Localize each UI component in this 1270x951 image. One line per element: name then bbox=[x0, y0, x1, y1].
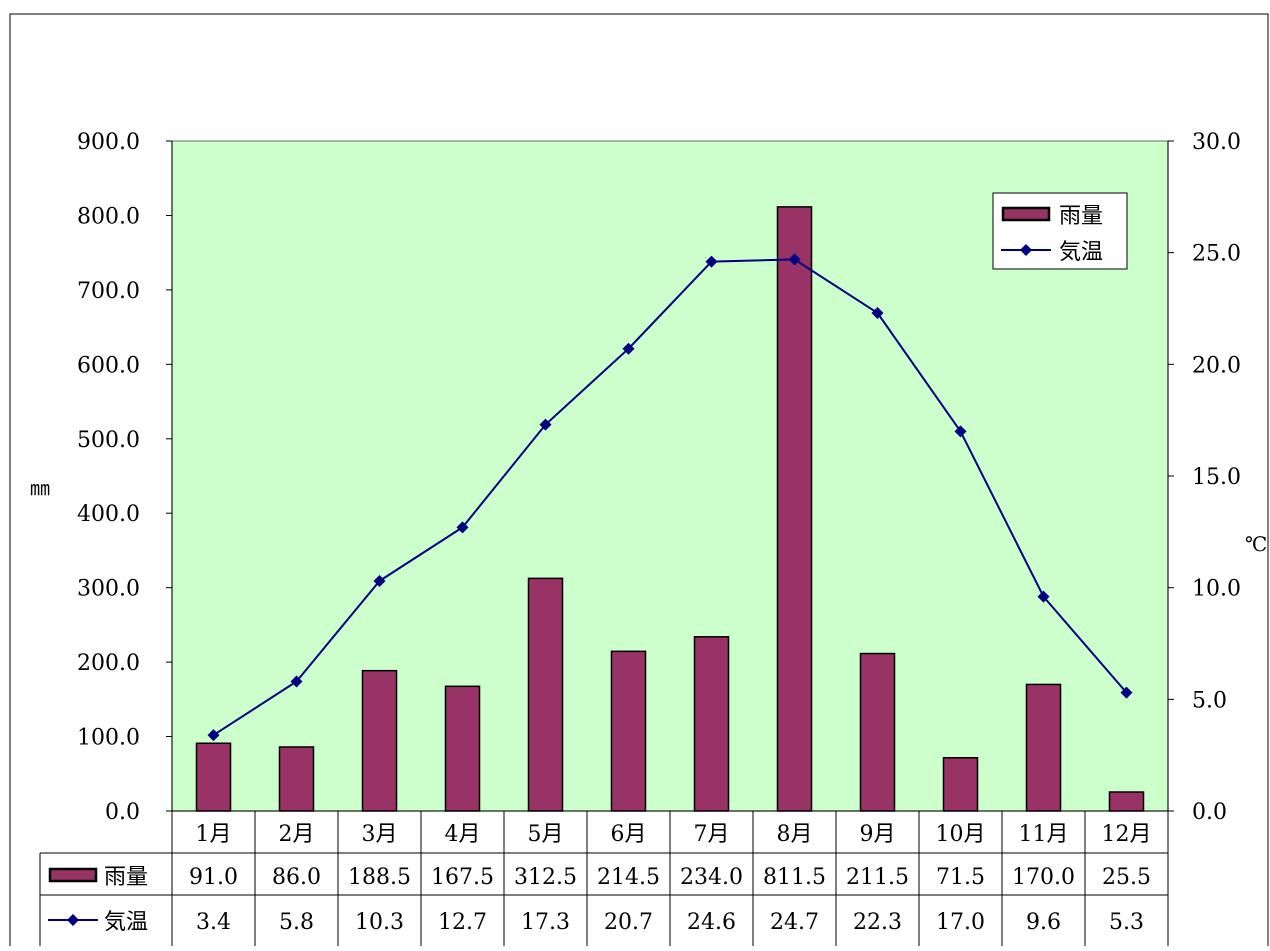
category-label: 1月 bbox=[196, 822, 232, 847]
temp-point bbox=[373, 574, 386, 587]
left-tick-label: 700.0 bbox=[77, 279, 140, 304]
left-tick-label: 400.0 bbox=[77, 502, 140, 527]
right-axis-title: ℃ bbox=[1245, 532, 1267, 556]
category-label: 7月 bbox=[694, 822, 730, 847]
temp-value-cell: 24.6 bbox=[687, 910, 736, 935]
temp-value-cell: 20.7 bbox=[604, 910, 653, 935]
legend-label-rain: 雨量 bbox=[1059, 204, 1103, 229]
temp-value-cell: 12.7 bbox=[438, 910, 487, 935]
temp-line bbox=[212, 258, 1128, 736]
rain-bar bbox=[1025, 683, 1062, 812]
right-tick-label: 10.0 bbox=[1192, 577, 1241, 602]
temp-point bbox=[871, 306, 884, 319]
right-tick-label: 15.0 bbox=[1192, 465, 1241, 490]
left-tick-label: 900.0 bbox=[77, 130, 140, 155]
temp-value-cell: 22.3 bbox=[853, 910, 902, 935]
category-label: 10月 bbox=[936, 822, 986, 847]
temp-point bbox=[539, 418, 552, 431]
rain-value-cell: 312.5 bbox=[514, 865, 577, 890]
left-tick-label: 100.0 bbox=[77, 726, 140, 751]
left-tick-label: 200.0 bbox=[77, 651, 140, 676]
category-label: 9月 bbox=[860, 822, 896, 847]
left-tick-label: 0.0 bbox=[105, 800, 140, 825]
temp-value-cell: 17.3 bbox=[521, 910, 570, 935]
rain-bar bbox=[859, 652, 896, 812]
temp-point bbox=[290, 675, 303, 688]
rain-bar bbox=[1108, 791, 1145, 812]
rain-value-cell: 25.5 bbox=[1102, 865, 1151, 890]
rain-value-cell: 188.5 bbox=[348, 865, 411, 890]
rain-value-cell: 167.5 bbox=[431, 865, 494, 890]
rain-value-cell: 91.0 bbox=[189, 865, 238, 890]
legend-label-temp: 気温 bbox=[1059, 240, 1103, 265]
temp-point bbox=[207, 729, 220, 742]
left-tick-label: 800.0 bbox=[77, 204, 140, 229]
temp-value-cell: 3.4 bbox=[196, 910, 231, 935]
table-swatch-rain bbox=[48, 867, 98, 883]
right-tick-label: 5.0 bbox=[1192, 688, 1227, 713]
left-tick-label: 300.0 bbox=[77, 577, 140, 602]
temp-value-cell: 17.0 bbox=[936, 910, 985, 935]
category-label: 6月 bbox=[611, 822, 647, 847]
category-label: 3月 bbox=[362, 822, 398, 847]
legend bbox=[992, 192, 1128, 270]
category-label: 8月 bbox=[777, 822, 813, 847]
legend-swatch-temp-marker bbox=[1020, 244, 1032, 256]
temp-value-cell: 9.6 bbox=[1026, 910, 1061, 935]
category-label: 5月 bbox=[528, 822, 564, 847]
category-label: 11月 bbox=[1019, 822, 1069, 847]
rain-bar bbox=[693, 636, 730, 812]
legend-swatch-rain bbox=[1001, 206, 1051, 222]
right-tick-label: 30.0 bbox=[1192, 130, 1241, 155]
rain-value-cell: 211.5 bbox=[846, 865, 909, 890]
temp-point bbox=[456, 521, 469, 534]
left-axis-title: ㎜ bbox=[30, 476, 50, 500]
temp-point bbox=[1037, 590, 1050, 603]
temp-point bbox=[705, 255, 718, 268]
rain-bar bbox=[610, 650, 647, 812]
temp-value-cell: 5.8 bbox=[279, 910, 314, 935]
table-row-label-rain: 雨量 bbox=[104, 865, 148, 890]
rain-bar bbox=[444, 685, 481, 812]
rain-bar bbox=[278, 746, 315, 812]
right-tick-label: 0.0 bbox=[1192, 800, 1227, 825]
left-tick-label: 600.0 bbox=[77, 353, 140, 378]
temp-value-cell: 10.3 bbox=[355, 910, 404, 935]
rain-value-cell: 170.0 bbox=[1012, 865, 1075, 890]
left-tick-label: 500.0 bbox=[77, 428, 140, 453]
rain-bar bbox=[195, 742, 232, 812]
temp-value-cell: 24.7 bbox=[770, 910, 819, 935]
temp-point bbox=[954, 425, 967, 438]
temp-point bbox=[788, 253, 801, 266]
category-label: 4月 bbox=[445, 822, 481, 847]
rain-value-cell: 214.5 bbox=[597, 865, 660, 890]
table-row-label-temp: 気温 bbox=[104, 910, 148, 935]
table-swatch-temp-marker bbox=[67, 914, 79, 926]
category-label: 2月 bbox=[279, 822, 315, 847]
temp-value-cell: 5.3 bbox=[1109, 910, 1144, 935]
rain-bar bbox=[942, 757, 979, 812]
rain-value-cell: 234.0 bbox=[680, 865, 743, 890]
rain-value-cell: 86.0 bbox=[272, 865, 321, 890]
rain-bar bbox=[776, 206, 813, 812]
temp-point bbox=[1120, 686, 1133, 699]
rain-value-cell: 811.5 bbox=[763, 865, 826, 890]
right-tick-label: 25.0 bbox=[1192, 242, 1241, 267]
rain-value-cell: 71.5 bbox=[936, 865, 985, 890]
category-label: 12月 bbox=[1102, 822, 1152, 847]
rain-bar bbox=[527, 577, 564, 812]
temp-point bbox=[622, 342, 635, 355]
rain-bar bbox=[361, 669, 398, 812]
right-tick-label: 20.0 bbox=[1192, 353, 1241, 378]
